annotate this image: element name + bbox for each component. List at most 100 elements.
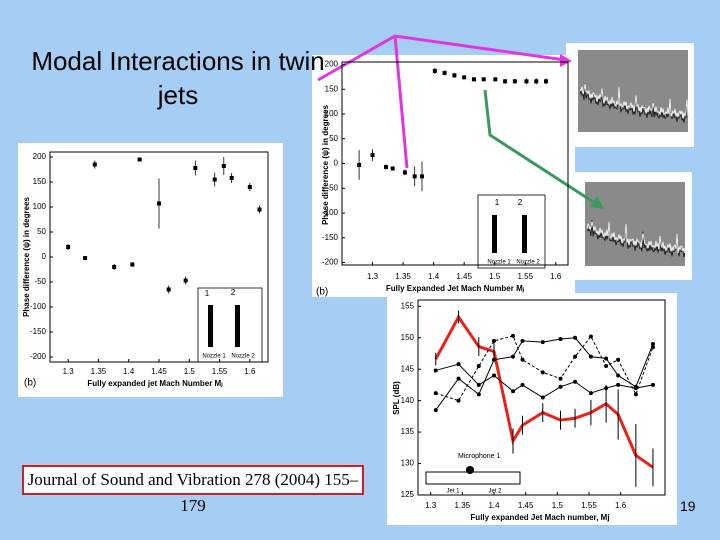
y-tick-label: 135 <box>401 427 415 436</box>
annotation: (b) <box>316 287 328 298</box>
slide-title: Modal Interactions in twin jets <box>31 46 325 110</box>
point <box>650 382 655 387</box>
x-tick-label: 1.3 <box>63 367 75 376</box>
point <box>604 386 609 391</box>
point <box>511 333 515 338</box>
point <box>112 265 117 269</box>
plot-frame <box>417 299 666 496</box>
y-tick-label: 155 <box>401 301 415 310</box>
point <box>511 354 515 359</box>
y-tick-label: 0 <box>334 159 339 168</box>
spectrum-trace <box>586 221 686 254</box>
point <box>573 379 578 384</box>
x-tick-label: 1.45 <box>518 501 534 510</box>
point <box>212 177 217 182</box>
point <box>558 337 563 341</box>
series-line <box>435 363 654 399</box>
x-axis-label: Fully expanded jet Mach Number Mⱼ <box>87 379 223 388</box>
point <box>433 408 438 413</box>
x-tick-label: 1.6 <box>244 367 256 376</box>
nozzle-inset <box>477 194 546 269</box>
point <box>481 77 486 82</box>
series-line <box>434 314 654 469</box>
annotation: 2 <box>518 198 523 207</box>
arrow-head <box>560 54 572 67</box>
point <box>183 278 188 283</box>
point <box>229 176 234 180</box>
point <box>650 345 655 350</box>
point <box>66 245 71 249</box>
y-tick-label: 100 <box>325 109 339 118</box>
point <box>433 391 438 396</box>
point <box>83 256 88 260</box>
point <box>616 382 621 387</box>
point <box>476 382 481 387</box>
series-line <box>435 335 654 402</box>
point <box>650 342 655 347</box>
point <box>520 357 525 362</box>
annotation: Nozzle 1 <box>487 260 511 266</box>
point <box>456 362 461 367</box>
x-tick-label: 1.5 <box>489 272 501 281</box>
point <box>193 166 198 170</box>
x-tick-label: 1.35 <box>91 367 107 376</box>
pointer-arrow <box>393 35 409 169</box>
point <box>476 364 481 369</box>
microphone <box>466 466 474 474</box>
nozzles <box>208 215 527 347</box>
y-tick-label: -150 <box>322 233 339 242</box>
point <box>616 357 621 362</box>
point <box>558 376 563 381</box>
point <box>456 376 461 381</box>
y-tick-label: 125 <box>401 490 415 499</box>
y-tick-label: -100 <box>30 302 47 311</box>
y-axis-label: Phase difference (ψ) in degrees <box>321 105 330 225</box>
point <box>130 262 135 267</box>
point <box>588 391 593 396</box>
point <box>433 368 438 373</box>
point <box>456 398 461 403</box>
point <box>540 395 545 400</box>
x-tick-label: 1.55 <box>212 367 228 376</box>
y-tick-label: 100 <box>33 202 47 211</box>
x-tick-label: 1.6 <box>550 272 562 281</box>
spectrum-trace <box>579 84 689 119</box>
annotation: 2 <box>231 288 236 297</box>
y-tick-label: 0 <box>42 252 47 261</box>
arrow-head <box>590 196 604 209</box>
point <box>492 338 496 343</box>
point <box>442 70 447 75</box>
x-axis-label: Fully Expanded Jet Mach Number Mⱼ <box>386 284 525 293</box>
point <box>493 77 498 82</box>
point <box>604 356 609 361</box>
point <box>588 354 593 359</box>
y-tick-label: -200 <box>322 258 339 267</box>
y-tick-label: 50 <box>329 134 338 143</box>
point <box>247 185 252 189</box>
x-tick-label: 1.35 <box>455 501 471 510</box>
annotation: Jet 2 <box>488 489 502 495</box>
point <box>511 389 515 394</box>
point <box>221 164 226 168</box>
y-tick-label: 150 <box>401 333 415 342</box>
y-tick-label: 140 <box>401 396 415 405</box>
x-tick-label: 1.4 <box>428 272 440 281</box>
point <box>420 174 425 179</box>
annotation: Jet 1 <box>446 489 460 495</box>
x-tick-label: 1.5 <box>184 367 196 376</box>
point <box>540 370 545 375</box>
x-tick-label: 1.3 <box>367 272 379 281</box>
y-tick-label: 145 <box>401 364 415 373</box>
point <box>544 79 549 84</box>
y-tick-label: -50 <box>34 277 46 286</box>
annotation: Nozzle 2 <box>516 260 540 266</box>
pointer-arrow <box>483 89 599 207</box>
x-tick-label: 1.35 <box>395 272 411 281</box>
point <box>604 364 609 369</box>
y-tick-label: 200 <box>33 152 47 161</box>
y-tick-label: 50 <box>37 227 46 236</box>
point <box>137 157 142 162</box>
point <box>633 392 638 397</box>
annotation: Nozzle 1 <box>202 354 226 360</box>
